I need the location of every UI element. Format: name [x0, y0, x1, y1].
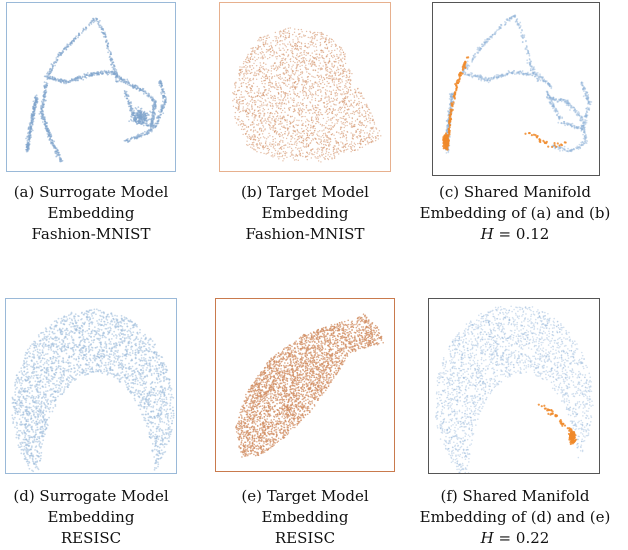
caption-a-line-2: Embedding [47, 204, 135, 222]
panel-c-points [442, 14, 593, 154]
caption-e-line-2: Embedding [261, 508, 349, 526]
caption-f-metric-value: 0.22 [515, 529, 550, 547]
panel-c-point-cloud [444, 14, 593, 154]
panel-f-scatter [428, 298, 600, 474]
caption-f-line-1: (f) Shared Manifold [440, 487, 590, 505]
panel-c-scatter [432, 2, 600, 176]
panel-a-point-cloud [25, 17, 167, 163]
caption-e: (e) Target Model Embedding RESISC [214, 486, 396, 549]
caption-d-line-1: (d) Surrogate Model [13, 487, 169, 505]
caption-f-metric-symbol: H [480, 529, 494, 547]
caption-b: (b) Target Model Embedding Fashion-MNIST [214, 182, 396, 245]
panel-d-points [11, 308, 175, 473]
caption-f-metric-equals: = [498, 529, 512, 547]
caption-c-metric-value: 0.12 [515, 225, 550, 243]
caption-c-line-1: (c) Shared Manifold [439, 183, 591, 201]
caption-a-line-1: (a) Surrogate Model [13, 183, 169, 201]
panel-b-scatter [219, 2, 391, 172]
panel-f-points [435, 305, 594, 473]
panel-a-points [25, 17, 167, 163]
panel-e-points [235, 313, 384, 458]
panel-f-highlight-points [537, 403, 578, 446]
panel-d-point-cloud [11, 308, 175, 473]
caption-b-line-1: (b) Target Model [241, 183, 369, 201]
panel-b-point-cloud [232, 27, 382, 163]
caption-b-line-2: Embedding [261, 204, 349, 222]
panel-b-points [232, 27, 382, 163]
caption-c-metric-equals: = [498, 225, 512, 243]
panel-f-point-cloud [435, 305, 594, 473]
caption-d: (d) Surrogate Model Embedding RESISC [0, 486, 182, 549]
caption-c-line-2: Embedding of (a) and (b) [419, 204, 611, 222]
caption-c-metric-symbol: H [480, 225, 494, 243]
caption-b-line-3: Fashion-MNIST [245, 225, 365, 243]
panel-e-scatter [215, 298, 395, 472]
caption-f: (f) Shared Manifold Embedding of (d) and… [402, 486, 628, 549]
caption-a-line-3: Fashion-MNIST [31, 225, 151, 243]
panel-c-highlight-points [442, 56, 567, 151]
caption-f-metric: H = 0.22 [402, 528, 628, 549]
panel-a-scatter [6, 2, 176, 172]
caption-f-line-2: Embedding of (d) and (e) [419, 508, 611, 526]
caption-c: (c) Shared Manifold Embedding of (a) and… [404, 182, 626, 245]
caption-d-line-2: Embedding [47, 508, 135, 526]
panel-e-point-cloud [235, 313, 384, 458]
caption-d-line-3: RESISC [60, 529, 122, 547]
panel-d-scatter [5, 298, 177, 474]
caption-e-line-3: RESISC [274, 529, 336, 547]
caption-a: (a) Surrogate Model Embedding Fashion-MN… [0, 182, 182, 245]
caption-c-metric: H = 0.12 [404, 224, 626, 245]
caption-e-line-1: (e) Target Model [241, 487, 369, 505]
